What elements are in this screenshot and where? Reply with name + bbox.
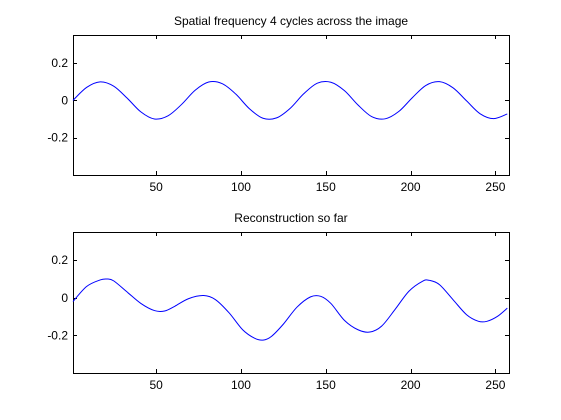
axes-top-frame bbox=[74, 36, 510, 176]
axes-top-ytick-label: -0.2 bbox=[47, 131, 68, 145]
axes-bottom-ytick-label: 0 bbox=[61, 291, 68, 305]
axes-bottom-xtick-label: 50 bbox=[149, 378, 163, 392]
axes-top: Spatial frequency 4 cycles across the im… bbox=[47, 14, 509, 194]
axes-top-xtick-label: 100 bbox=[231, 180, 251, 194]
axes-top-xtick-label: 150 bbox=[316, 180, 336, 194]
axes-bottom-ytick-label: 0.2 bbox=[51, 253, 68, 267]
axes-top-ytick-label: 0 bbox=[61, 93, 68, 107]
axes-bottom-frame bbox=[74, 233, 510, 374]
axes-bottom-xtick-label: 200 bbox=[401, 378, 421, 392]
axes-bottom-xtick-label: 100 bbox=[231, 378, 251, 392]
axes-top-xtick-label: 200 bbox=[401, 180, 421, 194]
axes-top-title: Spatial frequency 4 cycles across the im… bbox=[174, 14, 408, 28]
axes-bottom-xtick-label: 150 bbox=[316, 378, 336, 392]
axes-top-ytick-label: 0.2 bbox=[51, 56, 68, 70]
axes-bottom-xtick-label: 250 bbox=[485, 378, 505, 392]
axes-top-xtick-label: 50 bbox=[149, 180, 163, 194]
axes-top-xtick-label: 250 bbox=[485, 180, 505, 194]
axes-bottom-title: Reconstruction so far bbox=[234, 211, 347, 225]
axes-bottom: Reconstruction so far 50 100 150 200 250 0.2 0… bbox=[47, 211, 509, 392]
axes-bottom-ytick-label: -0.2 bbox=[47, 328, 68, 342]
